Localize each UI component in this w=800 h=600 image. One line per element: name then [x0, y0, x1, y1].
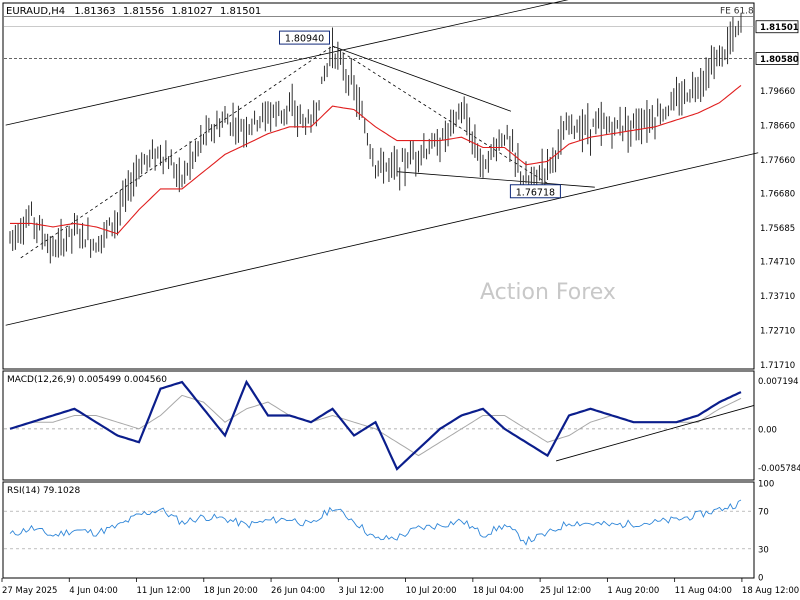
time-axis-tick: 4 Jun 04:00 [69, 586, 118, 596]
rsi-title: RSI(14) 79.1028 [7, 486, 80, 496]
rsi-axis-tick: 100 [758, 480, 774, 490]
price-axis-tick: 1.79660 [760, 87, 795, 97]
rsi-axis-tick: 70 [758, 508, 769, 518]
price-axis-tick: 1.74710 [760, 258, 795, 268]
time-axis-tick: 1 Aug 20:00 [607, 586, 659, 596]
price-axis-tick: 1.80580 [760, 55, 799, 65]
swing-low-label: 1.76718 [516, 187, 555, 198]
time-axis-tick: 25 Jul 12:00 [540, 586, 591, 596]
price-axis-tick: 1.77660 [760, 156, 795, 166]
rsi-axis-tick: 0 [758, 574, 763, 584]
price-axis-tick: 1.81501 [760, 23, 799, 33]
price-axis-tick: 1.72710 [760, 327, 795, 337]
close-value: 1.81501 [220, 6, 261, 17]
low-value: 1.81027 [171, 6, 212, 17]
macd-axis-tick: 0.007194 [758, 377, 799, 387]
rsi-line [9, 499, 742, 546]
lower-channel-line [5, 152, 759, 326]
price-axis-tick: 1.71710 [760, 361, 795, 371]
time-axis-tick: 18 Aug 12:00 [742, 586, 799, 596]
wedge-lower-line [396, 171, 595, 188]
swing-high-box [279, 30, 330, 45]
price-label-box [755, 52, 799, 65]
fibo-dash-line-1 [20, 45, 333, 259]
rsi-pane [2, 481, 755, 579]
price-axis-tick: 1.75685 [760, 224, 795, 234]
price-label-box [755, 20, 799, 34]
time-axis-tick: 11 Jun 12:00 [137, 586, 191, 596]
time-axis-tick: 3 Jul 12:00 [338, 586, 384, 596]
macd-axis-tick: 0.00 [758, 425, 777, 435]
price-axis-tick: 1.78660 [760, 121, 795, 131]
time-axis-tick: 11 Aug 04:00 [675, 586, 732, 596]
macd-axis-tick: -0.005784 [758, 464, 800, 474]
wedge-upper-line [332, 45, 512, 112]
open-value: 1.81363 [74, 6, 115, 17]
symbol-label: EURAUD,H4 [6, 6, 65, 17]
chart-header: EURAUD,H4 1.81363 1.81556 1.81027 1.8150… [6, 6, 261, 17]
swing-low-box [509, 184, 561, 199]
price-axis-tick: 1.73710 [760, 292, 795, 302]
time-axis-tick: 18 Jul 04:00 [473, 586, 524, 596]
macd-line [9, 379, 742, 471]
high-value: 1.81556 [123, 6, 164, 17]
ema-line [10, 84, 742, 235]
price-axis-tick: 1.76680 [760, 190, 795, 200]
fe-level-label: FE 61.8 [720, 6, 754, 16]
price-pane [2, 2, 755, 370]
macd-pane [2, 370, 755, 481]
time-axis-tick: 18 Jun 20:00 [204, 586, 258, 596]
upper-channel-line [5, 0, 569, 126]
time-axis-tick: 26 Jun 04:00 [271, 586, 325, 596]
time-axis-tick: 27 May 2025 [2, 586, 57, 596]
macd-title: MACD(12,26,9) 0.005499 0.004560 [7, 375, 167, 385]
watermark: Action Forex [480, 280, 616, 305]
rsi-axis-tick: 30 [758, 545, 769, 555]
swing-high-label: 1.80940 [285, 34, 324, 45]
macd-trend-line [555, 405, 755, 462]
time-axis-tick: 10 Jul 20:00 [406, 586, 457, 596]
